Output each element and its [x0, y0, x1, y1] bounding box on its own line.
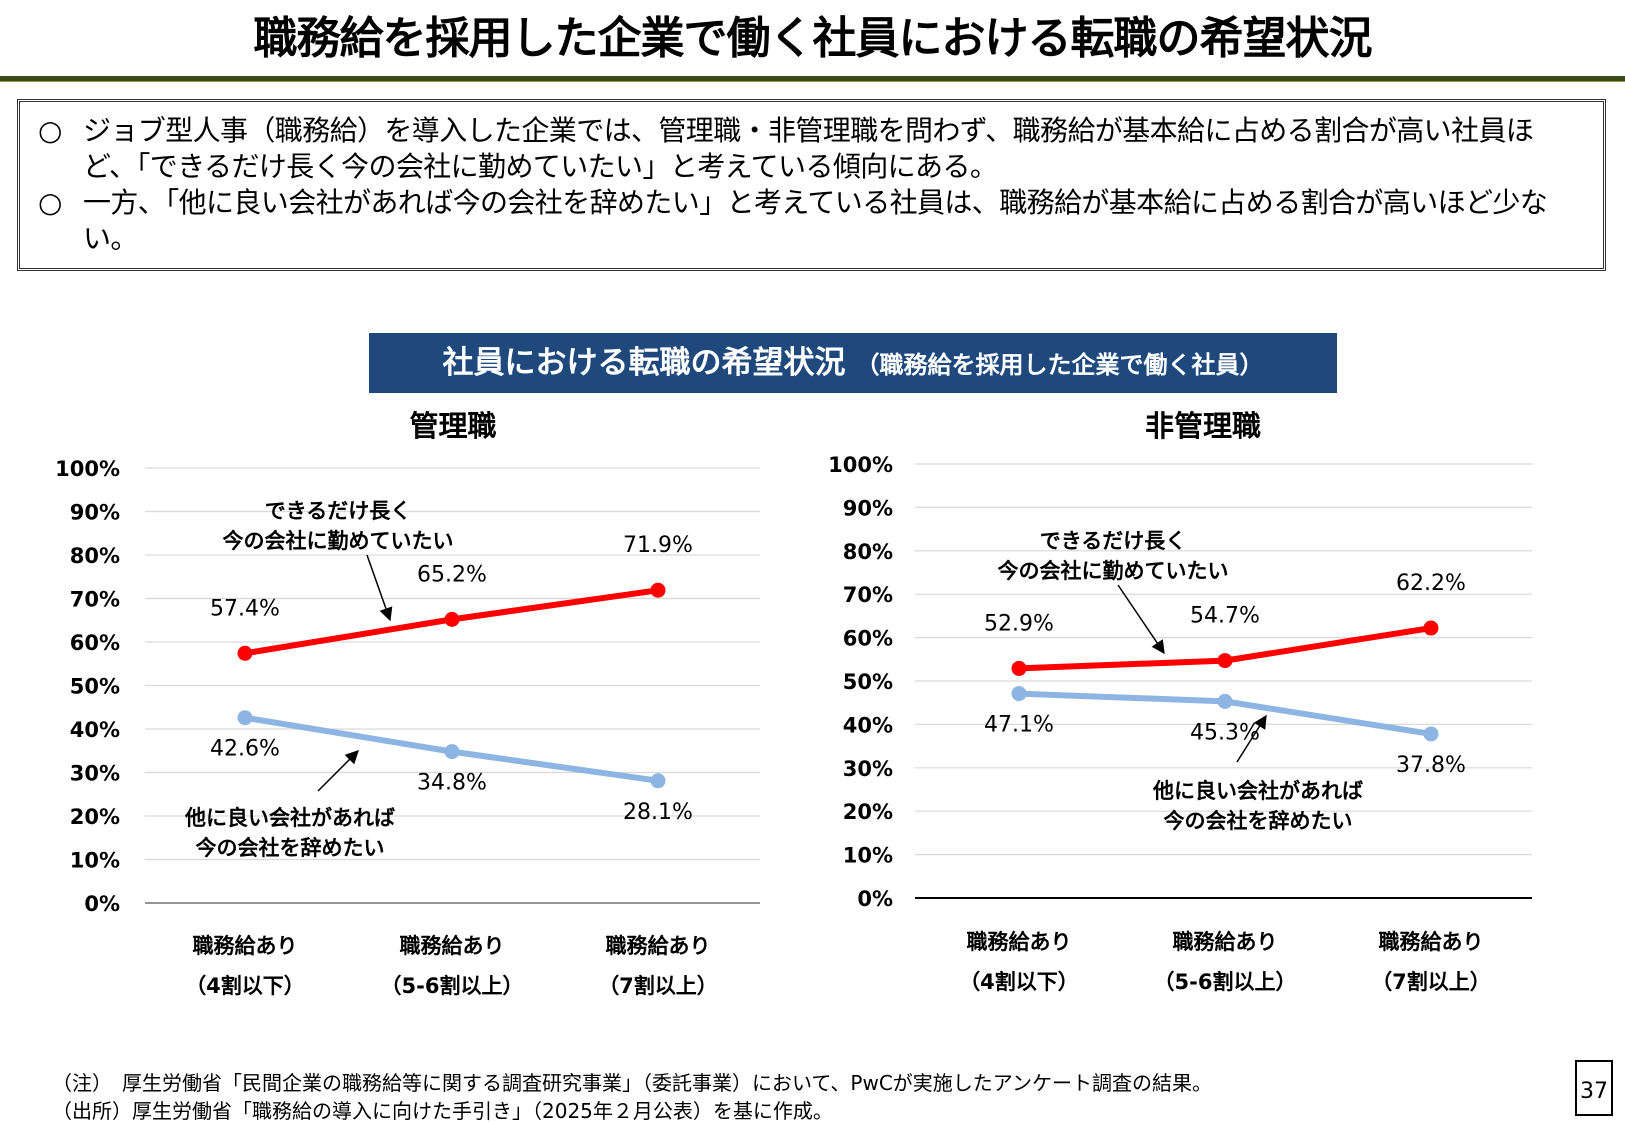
- data-point: [1011, 660, 1027, 676]
- chart-title: 非管理職: [1145, 409, 1261, 443]
- series-annotation: できるだけ長く: [265, 499, 412, 523]
- annotation-arrow: [317, 750, 359, 792]
- data-point: [650, 582, 666, 598]
- managers-line-chart: 管理職 0% 10% 20% 30% 40% 50% 60% 70% 80% 90% 100% 職務給あ…: [55, 409, 760, 998]
- y-tick-label: 40%: [843, 713, 893, 737]
- y-tick-label: 90%: [70, 501, 120, 525]
- series-annotation: 今の会社を辞めたい: [1164, 809, 1353, 833]
- y-tick-label: 50%: [70, 675, 120, 699]
- chart-banner: 社員における転職の希望状況 （職務給を採用した企業で働く社員）: [369, 333, 1337, 393]
- y-tick-label: 80%: [70, 544, 120, 568]
- series-annotation: 今の会社を辞めたい: [196, 836, 385, 860]
- y-tick-label: 80%: [843, 540, 893, 564]
- summary-item: ○ ジョブ型人事（職務給）を導入した企業では、管理職・非管理職を問わず、職務給が…: [38, 113, 1585, 185]
- data-label: 34.8%: [417, 771, 487, 796]
- series-annotation: 他に良い会社があれば: [184, 806, 395, 830]
- data-point: [237, 645, 253, 661]
- x-category-sublabel: （5-6割以上）: [1154, 970, 1297, 994]
- series-annotation: 今の会社に勤めていたい: [998, 559, 1229, 583]
- series-annotation: できるだけ長く: [1040, 529, 1187, 553]
- title-divider: [0, 76, 1625, 82]
- slide-title: 職務給を採用した企業で働く社員における転職の希望状況: [253, 13, 1373, 64]
- y-tick-label: 10%: [70, 849, 120, 873]
- y-tick-label: 0%: [84, 892, 120, 916]
- circle-bullet-icon: ○: [38, 114, 62, 147]
- summary-text: ジョブ型人事（職務給）を導入した企業では、管理職・非管理職を問わず、職務給が基本…: [83, 114, 1534, 183]
- y-tick-label: 60%: [70, 631, 120, 655]
- y-tick-label: 100%: [55, 457, 120, 481]
- y-tick-label: 10%: [843, 844, 893, 868]
- x-category-label: 職務給あり: [1173, 930, 1278, 954]
- x-category-sublabel: （7割以上）: [598, 974, 718, 998]
- data-point: [237, 710, 253, 726]
- x-category-sublabel: （7割以上）: [1371, 970, 1491, 994]
- annotation-arrow: [1236, 714, 1267, 763]
- banner-subtitle: （職務給を採用した企業で働く社員）: [855, 351, 1264, 379]
- y-tick-label: 30%: [843, 757, 893, 781]
- data-point: [444, 744, 460, 760]
- banner-title: 社員における転職の希望状況: [442, 345, 846, 381]
- annotation-arrow: [366, 554, 393, 622]
- y-tick-label: 90%: [843, 496, 893, 520]
- series-annotation: 今の会社に勤めていたい: [223, 529, 454, 553]
- x-category-label: 職務給あり: [193, 934, 298, 958]
- x-category-sublabel: （4割以下）: [959, 970, 1079, 994]
- y-tick-label: 100%: [828, 453, 893, 477]
- data-label: 71.9%: [623, 533, 693, 558]
- data-point: [444, 611, 460, 627]
- x-category-sublabel: （5-6割以上）: [381, 974, 524, 998]
- data-point: [1217, 653, 1233, 669]
- data-point: [1423, 620, 1439, 636]
- data-label: 28.1%: [623, 800, 693, 825]
- chart-title: 管理職: [409, 409, 496, 443]
- data-label: 45.3%: [1190, 720, 1260, 745]
- data-label: 65.2%: [417, 562, 487, 587]
- y-tick-label: 20%: [843, 800, 893, 824]
- y-tick-label: 40%: [70, 718, 120, 742]
- y-tick-label: 50%: [843, 670, 893, 694]
- footnote-source: （出所）厚生労働省「職務給の導入に向けた手引き」（2025年２月公表）を基に作成…: [52, 1099, 833, 1123]
- data-label: 37.8%: [1396, 753, 1466, 778]
- y-tick-label: 60%: [843, 627, 893, 651]
- data-point: [1423, 726, 1439, 742]
- y-tick-label: 70%: [843, 583, 893, 607]
- data-label: 47.1%: [984, 713, 1054, 738]
- summary-box: ○ ジョブ型人事（職務給）を導入した企業では、管理職・非管理職を問わず、職務給が…: [17, 99, 1606, 271]
- x-category-sublabel: （4割以下）: [185, 974, 305, 998]
- data-label: 57.4%: [210, 596, 280, 621]
- summary-text: 一方、「他に良い会社があれば今の会社を辞めたい」と考えている社員は、職務給が基本…: [83, 186, 1548, 255]
- x-category-label: 職務給あり: [967, 930, 1072, 954]
- summary-item: ○ 一方、「他に良い会社があれば今の会社を辞めたい」と考えている社員は、職務給が…: [38, 185, 1585, 257]
- data-point: [1011, 686, 1027, 702]
- data-label: 42.6%: [210, 737, 280, 762]
- page-number: 37: [1575, 1060, 1613, 1116]
- y-tick-label: 20%: [70, 805, 120, 829]
- x-category-label: 職務給あり: [606, 934, 711, 958]
- data-point: [1217, 693, 1233, 709]
- data-label: 54.7%: [1190, 604, 1260, 629]
- data-label: 62.2%: [1396, 571, 1466, 596]
- non-managers-line-chart: 非管理職 0% 10% 20% 30% 40% 50% 60% 70% 80% 90% 100% 職務給…: [828, 409, 1532, 994]
- y-tick-label: 70%: [70, 588, 120, 612]
- series-annotation: 他に良い会社があれば: [1152, 779, 1363, 803]
- x-category-label: 職務給あり: [400, 934, 505, 958]
- x-category-label: 職務給あり: [1379, 930, 1484, 954]
- annotation-arrow: [1117, 584, 1165, 655]
- y-tick-label: 30%: [70, 762, 120, 786]
- footnotes: （注） 厚生労働省「民間企業の職務給等に関する調査研究事業」（委託事業）において…: [52, 1069, 1532, 1125]
- data-point: [650, 773, 666, 789]
- circle-bullet-icon: ○: [38, 186, 62, 219]
- y-tick-label: 0%: [857, 887, 893, 911]
- data-label: 52.9%: [984, 611, 1054, 636]
- footnote-note: （注） 厚生労働省「民間企業の職務給等に関する調査研究事業」（委託事業）において…: [52, 1071, 1212, 1095]
